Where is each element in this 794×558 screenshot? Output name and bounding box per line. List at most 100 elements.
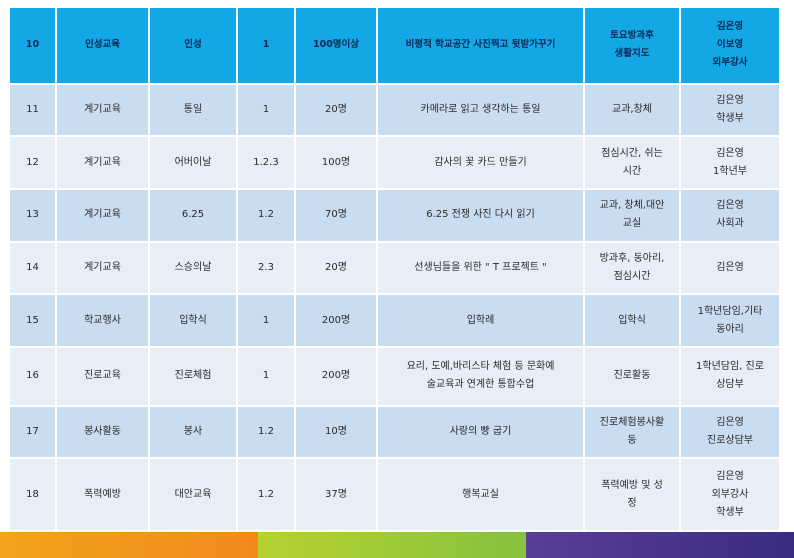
cell-text: 200명 (321, 314, 351, 326)
cell-text: 1.2.3 (253, 156, 279, 168)
cell-participants: 10명 (294, 404, 378, 460)
cell-text: 김은영 사회과 (716, 200, 744, 230)
cell-text: 15 (26, 314, 39, 326)
cell-no: 15 (8, 293, 57, 348)
cell-activity: 행복교실 (376, 457, 585, 532)
cell-text: 14 (26, 261, 39, 273)
cell-grade: 1.2 (236, 404, 296, 460)
cell-staff: 김은영 진로상담부 (679, 404, 781, 460)
cell-text: 계기교육 (84, 209, 121, 221)
cell-text: 요리, 도예,바리스타 체험 등 문화예 술교육과 연계한 통합수업 (406, 361, 555, 391)
cell-category: 학교행사 (55, 293, 150, 348)
cell-category: 봉사활동 (55, 404, 150, 460)
cell-text: 진로체험 (174, 370, 212, 382)
cell-activity: 사랑의 빵 굽기 (376, 404, 585, 460)
cell-text: 카메라로 읽고 생각하는 통일 (420, 104, 541, 116)
cell-grade: 1 (236, 345, 296, 407)
cell-text: 선생님들을 위한 " T 프로젝트 " (414, 261, 547, 273)
cell-timing: 방과후, 동아리, 점심시간 (583, 240, 681, 296)
cell-participants: 100명이상 (294, 6, 378, 85)
cell-text: 37명 (325, 488, 347, 500)
cell-text: 10명 (325, 425, 347, 437)
cell-participants: 100명 (294, 135, 378, 191)
cell-no: 16 (8, 345, 57, 407)
cell-staff: 김은영 사회과 (679, 188, 781, 243)
cell-no: 18 (8, 457, 57, 532)
cell-timing: 교과,창체 (583, 82, 681, 138)
cell-text: 김은영 이보영 외부강사 (712, 21, 748, 69)
cell-text: 입학식 (618, 314, 646, 326)
cell-text: 1학년담임,기타 동아리 (697, 305, 763, 335)
cell-text: 16 (26, 370, 39, 382)
cell-text: 100명 (321, 156, 351, 168)
cell-theme: 대안교육 (148, 457, 238, 532)
cell-text: 통일 (183, 104, 203, 116)
cell-theme: 스승의날 (148, 240, 238, 296)
cell-activity: 입학례 (376, 293, 585, 348)
cell-text: 학교행사 (84, 314, 121, 326)
cell-grade: 1 (236, 82, 296, 138)
cell-timing: 진로활동 (583, 345, 681, 407)
cell-no: 11 (8, 82, 57, 138)
cell-text: 20명 (325, 104, 347, 116)
cell-participants: 20명 (294, 82, 378, 138)
cell-text: 인성 (184, 39, 202, 51)
cell-text: 10 (25, 39, 40, 51)
cell-category: 계기교육 (55, 240, 150, 296)
cell-participants: 200명 (294, 293, 378, 348)
cell-theme: 입학식 (148, 293, 238, 348)
cell-grade: 1.2 (236, 457, 296, 532)
cell-no: 14 (8, 240, 57, 296)
cell-text: 진로교육 (84, 370, 121, 382)
cell-timing: 점심시간, 쉬는 시간 (583, 135, 681, 191)
cell-text: 13 (26, 209, 39, 221)
cell-staff: 김은영 외부강사 학생부 (679, 457, 781, 532)
cell-text: 1 (262, 104, 270, 116)
cell-timing: 교과, 창체,대안 교실 (583, 188, 681, 243)
cell-text: 봉사활동 (84, 425, 121, 437)
cell-text: 계기교육 (84, 104, 121, 116)
table-header-row: 10 인성교육 인성 1 100명이상 비평적 학교공간 사진찍고 뒷받가꾸기 토요방과후 생… (8, 6, 781, 85)
table-row: 18 폭력예방 대안교육 1.2 37명 행복교실 폭력예방 및 성 정 김은영 외부강사 학생부 (8, 457, 781, 532)
cell-text: 김은영 진로상담부 (707, 416, 753, 446)
cell-text: 김은영 외부강사 학생부 (711, 470, 749, 518)
cell-no: 17 (8, 404, 57, 460)
cell-category: 진로교육 (55, 345, 150, 407)
table-row: 15 학교행사 입학식 1 200명 입학례 입학식 1학년담임,기타 동아리 (8, 293, 781, 348)
cell-text: 11 (26, 104, 39, 116)
cell-text: 1.2 (258, 209, 274, 221)
cell-no: 10 (8, 6, 57, 85)
cell-staff: 김은영 학생부 (679, 82, 781, 138)
cell-text: 토요방과후 생활지도 (610, 30, 654, 60)
cell-text: 6.25 (181, 209, 205, 221)
cell-activity: 카메라로 읽고 생각하는 통일 (376, 82, 585, 138)
cell-grade: 1.2.3 (236, 135, 296, 191)
cell-text: 입학식 (179, 314, 207, 326)
cell-category: 인성교육 (55, 6, 150, 85)
cell-category: 계기교육 (55, 82, 150, 138)
table-row: 14 계기교육 스승의날 2.3 20명 선생님들을 위한 " T 프로젝트 " 방과후, … (8, 240, 781, 296)
cell-text: 1학년담임, 진로 상담부 (696, 361, 764, 391)
cell-text: 행복교실 (462, 488, 499, 500)
cell-text: 18 (26, 488, 39, 500)
cell-category: 계기교육 (55, 135, 150, 191)
cell-text: 김은영 (716, 261, 744, 273)
cell-text: 1.2 (258, 425, 274, 437)
cell-theme: 6.25 (148, 188, 238, 243)
table-row: 12 계기교육 어버이날 1.2.3 100명 감사의 꽃 카드 만들기 점심시간, 쉬는 시… (8, 135, 781, 191)
cell-text: 1 (262, 370, 270, 382)
footer-bar-purple (526, 532, 794, 558)
cell-text: 1 (262, 314, 270, 326)
cell-theme: 통일 (148, 82, 238, 138)
cell-text: 교과,창체 (612, 104, 652, 116)
table-row: 16 진로교육 진로체험 1 200명 요리, 도예,바리스타 체험 등 문화예 술교육과 … (8, 345, 781, 407)
cell-participants: 200명 (294, 345, 378, 407)
cell-participants: 70명 (294, 188, 378, 243)
cell-participants: 20명 (294, 240, 378, 296)
table-row: 11 계기교육 통일 1 20명 카메라로 읽고 생각하는 통일 교과,창체 김은영 학생부 (8, 82, 781, 138)
cell-text: 계기교육 (84, 261, 121, 273)
cell-activity: 요리, 도예,바리스타 체험 등 문화예 술교육과 연계한 통합수업 (376, 345, 585, 407)
cell-text: 진로활동 (613, 370, 651, 382)
cell-text: 1.2 (258, 488, 274, 500)
